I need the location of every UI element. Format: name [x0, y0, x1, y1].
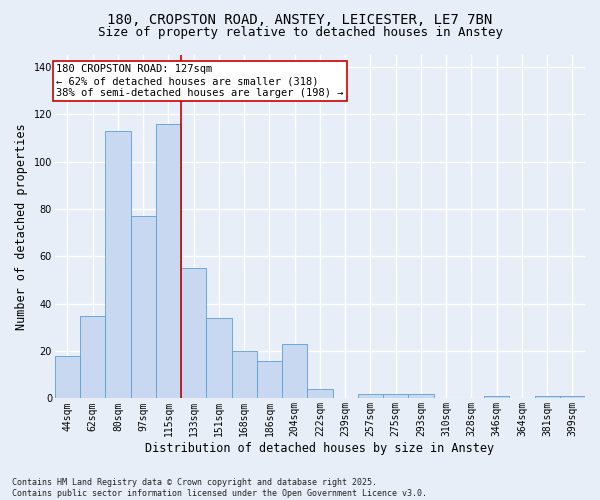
Bar	[232, 351, 257, 399]
Text: Contains HM Land Registry data © Crown copyright and database right 2025.
Contai: Contains HM Land Registry data © Crown c…	[12, 478, 427, 498]
Bar	[383, 394, 408, 398]
Bar	[131, 216, 156, 398]
Bar	[408, 394, 434, 398]
Bar	[307, 389, 332, 398]
Bar	[80, 316, 106, 398]
Text: 180 CROPSTON ROAD: 127sqm
← 62% of detached houses are smaller (318)
38% of semi: 180 CROPSTON ROAD: 127sqm ← 62% of detac…	[56, 64, 344, 98]
Bar	[282, 344, 307, 399]
Bar	[484, 396, 509, 398]
Bar	[358, 394, 383, 398]
X-axis label: Distribution of detached houses by size in Anstey: Distribution of detached houses by size …	[145, 442, 494, 455]
Bar	[206, 318, 232, 398]
Bar	[560, 396, 585, 398]
Text: 180, CROPSTON ROAD, ANSTEY, LEICESTER, LE7 7BN: 180, CROPSTON ROAD, ANSTEY, LEICESTER, L…	[107, 12, 493, 26]
Bar	[535, 396, 560, 398]
Bar	[181, 268, 206, 398]
Y-axis label: Number of detached properties: Number of detached properties	[15, 124, 28, 330]
Bar	[106, 131, 131, 398]
Bar	[156, 124, 181, 398]
Bar	[257, 360, 282, 399]
Text: Size of property relative to detached houses in Anstey: Size of property relative to detached ho…	[97, 26, 503, 39]
Bar	[55, 356, 80, 399]
